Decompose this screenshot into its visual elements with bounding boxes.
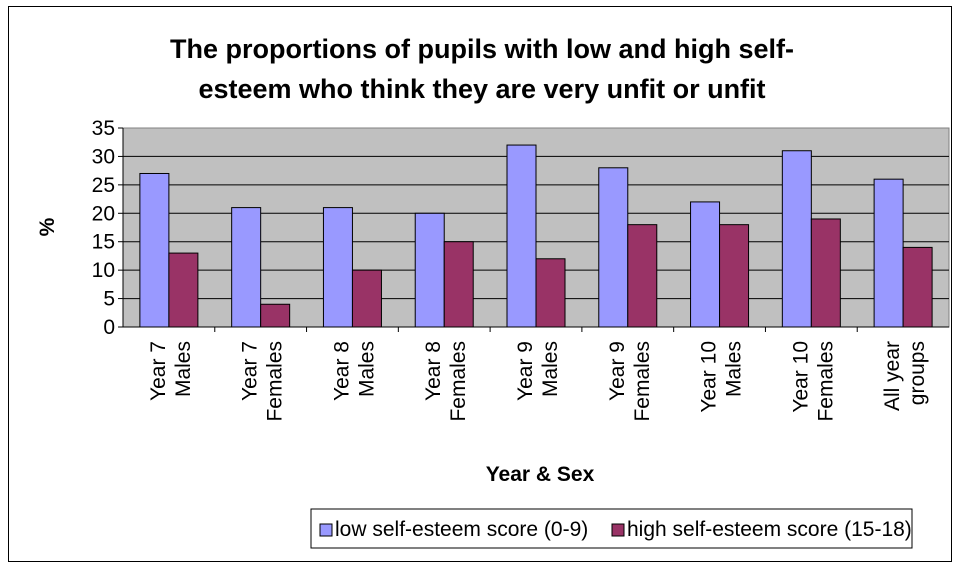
y-tick-label: 10	[92, 259, 115, 282]
bar-low-self-esteem-7	[781, 150, 812, 328]
legend-label-high: high self-esteem score (15-18)	[627, 518, 912, 541]
y-tick-label: 5	[103, 288, 115, 311]
bar-low-self-esteem-4	[506, 144, 537, 328]
y-tick-label: 15	[92, 231, 115, 254]
legend-swatch-low	[319, 523, 333, 537]
x-category-label: Females	[264, 341, 287, 422]
chart-title-line-2: esteem who think they are very unfit or …	[198, 74, 765, 104]
bar-low-self-esteem-0	[139, 172, 170, 328]
y-axis-label: %	[36, 217, 59, 236]
y-tick-label: 30	[92, 145, 115, 168]
bar-low-self-esteem-2	[322, 207, 353, 328]
bar-high-self-esteem-8	[902, 246, 933, 328]
x-category-label: Year 7	[147, 341, 170, 401]
y-tick-label: 0	[103, 316, 115, 339]
x-category-label: Males	[539, 341, 562, 397]
x-category-label: Males	[355, 341, 378, 397]
bar-low-self-esteem-1	[231, 207, 262, 328]
x-category-label: Females	[631, 341, 654, 422]
y-tick-label: 35	[92, 117, 115, 140]
x-category-label: Females	[814, 341, 837, 422]
x-category-label: Males	[723, 341, 746, 397]
bars	[139, 144, 933, 328]
bar-high-self-esteem-3	[443, 241, 474, 328]
x-category-label: Year 9	[606, 341, 629, 401]
x-category-label: Females	[447, 341, 470, 422]
bar-high-self-esteem-6	[719, 224, 750, 328]
x-category-label: Year 9	[514, 341, 537, 401]
x-category-label: Year 10	[789, 341, 812, 413]
bar-low-self-esteem-5	[598, 167, 629, 328]
bar-low-self-esteem-8	[873, 178, 904, 328]
x-category-label: Males	[172, 341, 195, 397]
y-tick-label: 20	[92, 202, 115, 225]
x-category-label: All year	[881, 341, 904, 411]
bar-high-self-esteem-1	[260, 303, 291, 328]
bar-high-self-esteem-4	[535, 258, 566, 328]
x-category-label: Year 10	[698, 341, 721, 413]
y-tick-label: 25	[92, 174, 115, 197]
x-category-label: Year 7	[239, 341, 262, 401]
bar-low-self-esteem-6	[690, 201, 721, 328]
bar-high-self-esteem-7	[810, 218, 841, 328]
x-category-label: Year 8	[422, 341, 445, 401]
chart-title-line-1: The proportions of pupils with low and h…	[170, 34, 794, 64]
x-category-label: Year 8	[330, 341, 353, 401]
bar-high-self-esteem-0	[168, 252, 199, 328]
x-axis-label: Year & Sex	[486, 463, 595, 486]
legend-label-low: low self-esteem score (0-9)	[335, 518, 588, 541]
bar-low-self-esteem-3	[414, 212, 445, 328]
bar-high-self-esteem-2	[351, 269, 382, 328]
x-axis-category-labels: Year 7 Males Year 7 Females Year 8 Males Year …	[147, 327, 929, 422]
bar-high-self-esteem-5	[627, 224, 658, 328]
legend-swatch-high	[611, 523, 625, 537]
x-category-label: groups	[906, 341, 929, 405]
